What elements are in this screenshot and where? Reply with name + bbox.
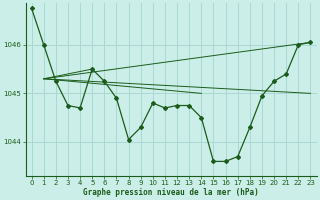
X-axis label: Graphe pression niveau de la mer (hPa): Graphe pression niveau de la mer (hPa) [83,188,259,197]
